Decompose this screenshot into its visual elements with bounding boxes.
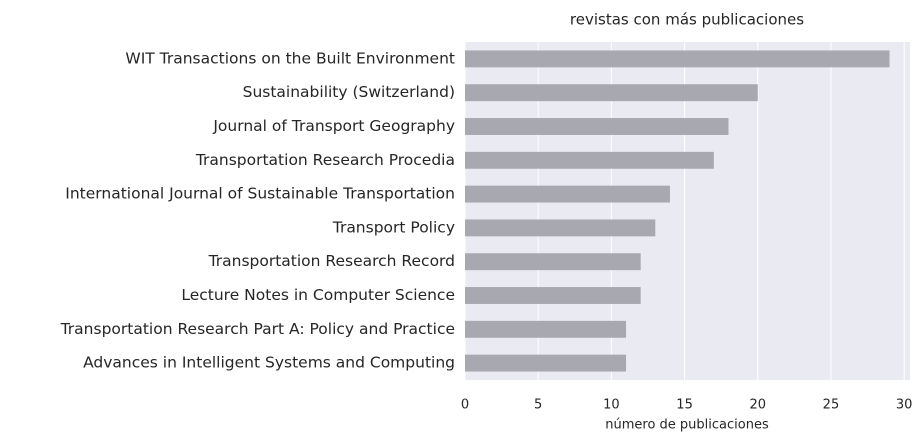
x-tick-label: 0	[461, 398, 469, 413]
bar	[465, 84, 758, 102]
bar	[465, 253, 641, 271]
bar	[465, 50, 890, 68]
y-tick-label: WIT Transactions on the Built Environmen…	[125, 49, 455, 67]
bar	[465, 320, 627, 338]
y-tick-label: Transportation Research Part A: Policy a…	[60, 320, 455, 338]
y-tick-label: Lecture Notes in Computer Science	[181, 286, 455, 304]
bar	[465, 185, 670, 203]
x-tick-label: 15	[676, 398, 693, 413]
y-tick-label: Journal of Transport Geography	[212, 117, 455, 135]
bar	[465, 219, 656, 237]
y-tick-label: International Journal of Sustainable Tra…	[65, 185, 455, 203]
y-tick-label: Sustainability (Switzerland)	[243, 83, 455, 101]
bar	[465, 118, 729, 135]
x-tick-label: 20	[749, 398, 766, 413]
x-tick-label: 25	[823, 398, 840, 413]
x-tick-label: 5	[534, 398, 542, 413]
bar	[465, 287, 641, 304]
y-tick-label: Transportation Research Procedia	[195, 151, 455, 169]
bar	[465, 151, 714, 169]
x-axis-label: número de publicaciones	[605, 418, 769, 433]
x-tick-label: 30	[896, 398, 913, 413]
chart-title: revistas con más publicaciones	[570, 11, 804, 29]
bar	[465, 354, 627, 372]
x-tick-label: 10	[603, 398, 620, 413]
y-tick-label: Transportation Research Record	[208, 252, 455, 270]
y-tick-label: Transport Policy	[332, 218, 455, 236]
y-tick-label: Advances in Intelligent Systems and Comp…	[83, 354, 455, 372]
